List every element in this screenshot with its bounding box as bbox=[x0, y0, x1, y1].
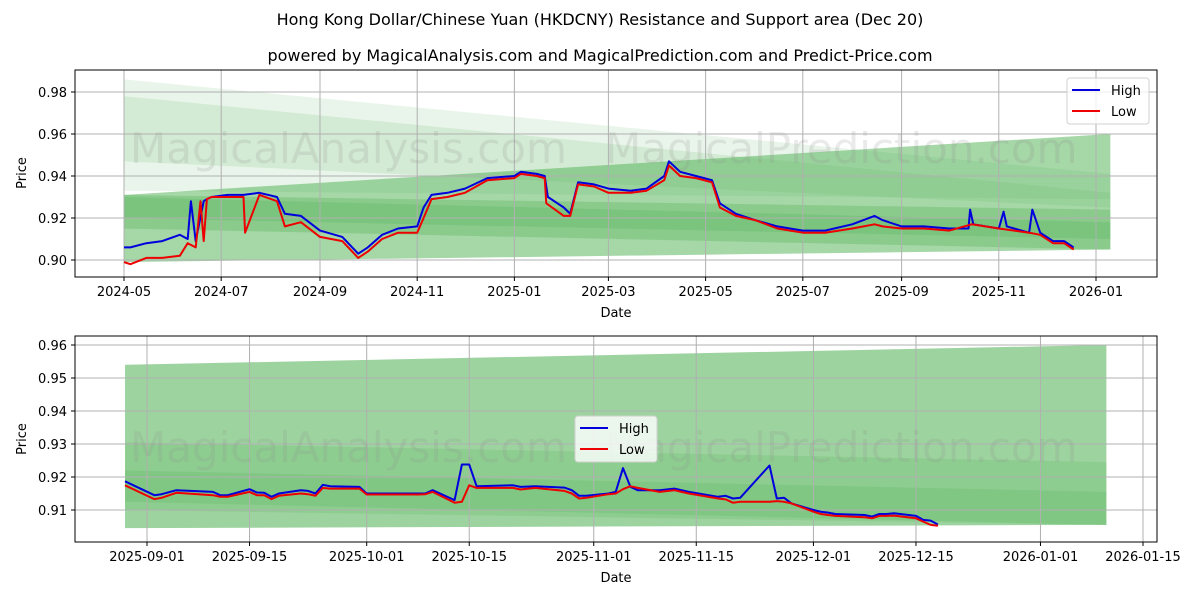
x-axis-label: Date bbox=[600, 571, 631, 586]
support-resistance-band bbox=[124, 134, 1111, 263]
y-tick-label: 0.91 bbox=[38, 504, 67, 519]
plot-area: MagicalAnalysis.com MagicalPrediction.com bbox=[75, 336, 1157, 542]
legend-label-low: Low bbox=[619, 443, 645, 458]
legend-label-high: High bbox=[619, 422, 649, 437]
watermark: MagicalAnalysis.com bbox=[130, 124, 567, 173]
x-tick-label: 2025-11-01 bbox=[556, 550, 632, 565]
y-tick-label: 0.95 bbox=[38, 372, 67, 387]
x-tick-label: 2025-09-15 bbox=[212, 550, 288, 565]
watermark: MagicalPrediction.com bbox=[605, 124, 1078, 173]
support-resistance-band bbox=[125, 470, 1107, 525]
y-tick-label: 0.96 bbox=[38, 339, 67, 354]
series-line-low bbox=[124, 484, 939, 527]
series-line-low bbox=[123, 164, 1075, 266]
x-tick-label: 2026-01-01 bbox=[1003, 550, 1079, 565]
x-tick-label: 2024-05 bbox=[97, 285, 151, 300]
x-tick-label: 2025-09 bbox=[874, 285, 928, 300]
x-tick-label: 2025-11 bbox=[972, 285, 1026, 300]
support-resistance-band bbox=[125, 442, 1107, 525]
x-tick-label: 2024-07 bbox=[194, 285, 248, 300]
x-tick-label: 2025-01 bbox=[487, 285, 541, 300]
y-tick-label: 0.90 bbox=[38, 254, 67, 269]
y-axis-label: Price bbox=[15, 423, 30, 455]
x-tick-label: 2025-05 bbox=[678, 285, 732, 300]
series-line-high bbox=[124, 463, 939, 526]
support-resistance-band bbox=[124, 194, 1111, 250]
x-tick-label: 2025-11-15 bbox=[658, 550, 734, 565]
y-tick-label: 0.92 bbox=[38, 212, 67, 227]
y-tick-label: 0.96 bbox=[38, 128, 67, 143]
x-tick-label: 2026-01 bbox=[1069, 285, 1123, 300]
x-tick-label: 2025-12-01 bbox=[776, 550, 852, 565]
y-axis-label: Price bbox=[15, 157, 30, 189]
axes-frame bbox=[74, 335, 1158, 543]
y-tick-label: 0.94 bbox=[38, 170, 67, 185]
legend: High Low bbox=[1066, 77, 1150, 125]
plot-area: MagicalAnalysis.com MagicalPrediction.com bbox=[75, 70, 1157, 277]
x-tick-label: 2024-11 bbox=[390, 285, 444, 300]
y-tick-label: 0.93 bbox=[38, 438, 67, 453]
legend-label-low: Low bbox=[1111, 105, 1137, 120]
legend-label-high: High bbox=[1111, 84, 1141, 99]
y-tick-label: 0.98 bbox=[38, 86, 67, 101]
x-tick-label: 2025-12-15 bbox=[878, 550, 954, 565]
legend: High Low bbox=[574, 415, 658, 463]
x-tick-label: 2025-10-15 bbox=[431, 550, 507, 565]
x-tick-label: 2025-10-01 bbox=[329, 550, 405, 565]
axes-frame bbox=[74, 69, 1158, 278]
x-axis-label: Date bbox=[600, 306, 631, 321]
x-tick-label: 2025-09-01 bbox=[109, 550, 185, 565]
y-tick-label: 0.94 bbox=[38, 405, 67, 420]
x-tick-label: 2025-07 bbox=[776, 285, 830, 300]
chart-subtitle: powered by MagicalAnalysis.com and Magic… bbox=[267, 46, 933, 65]
x-tick-label: 2024-09 bbox=[293, 285, 347, 300]
chart-title: Hong Kong Dollar/Chinese Yuan (HKDCNY) R… bbox=[276, 10, 924, 29]
chart-panel-2: MagicalAnalysis.com MagicalPrediction.com… bbox=[15, 335, 1181, 586]
x-tick-label: 2025-03 bbox=[581, 285, 635, 300]
chart-panel-1: MagicalAnalysis.com MagicalPrediction.com… bbox=[15, 69, 1158, 321]
watermark: MagicalPrediction.com bbox=[605, 423, 1078, 472]
watermark: MagicalAnalysis.com bbox=[130, 423, 567, 472]
x-tick-label: 2026-01-15 bbox=[1105, 550, 1181, 565]
y-tick-label: 0.92 bbox=[38, 471, 67, 486]
